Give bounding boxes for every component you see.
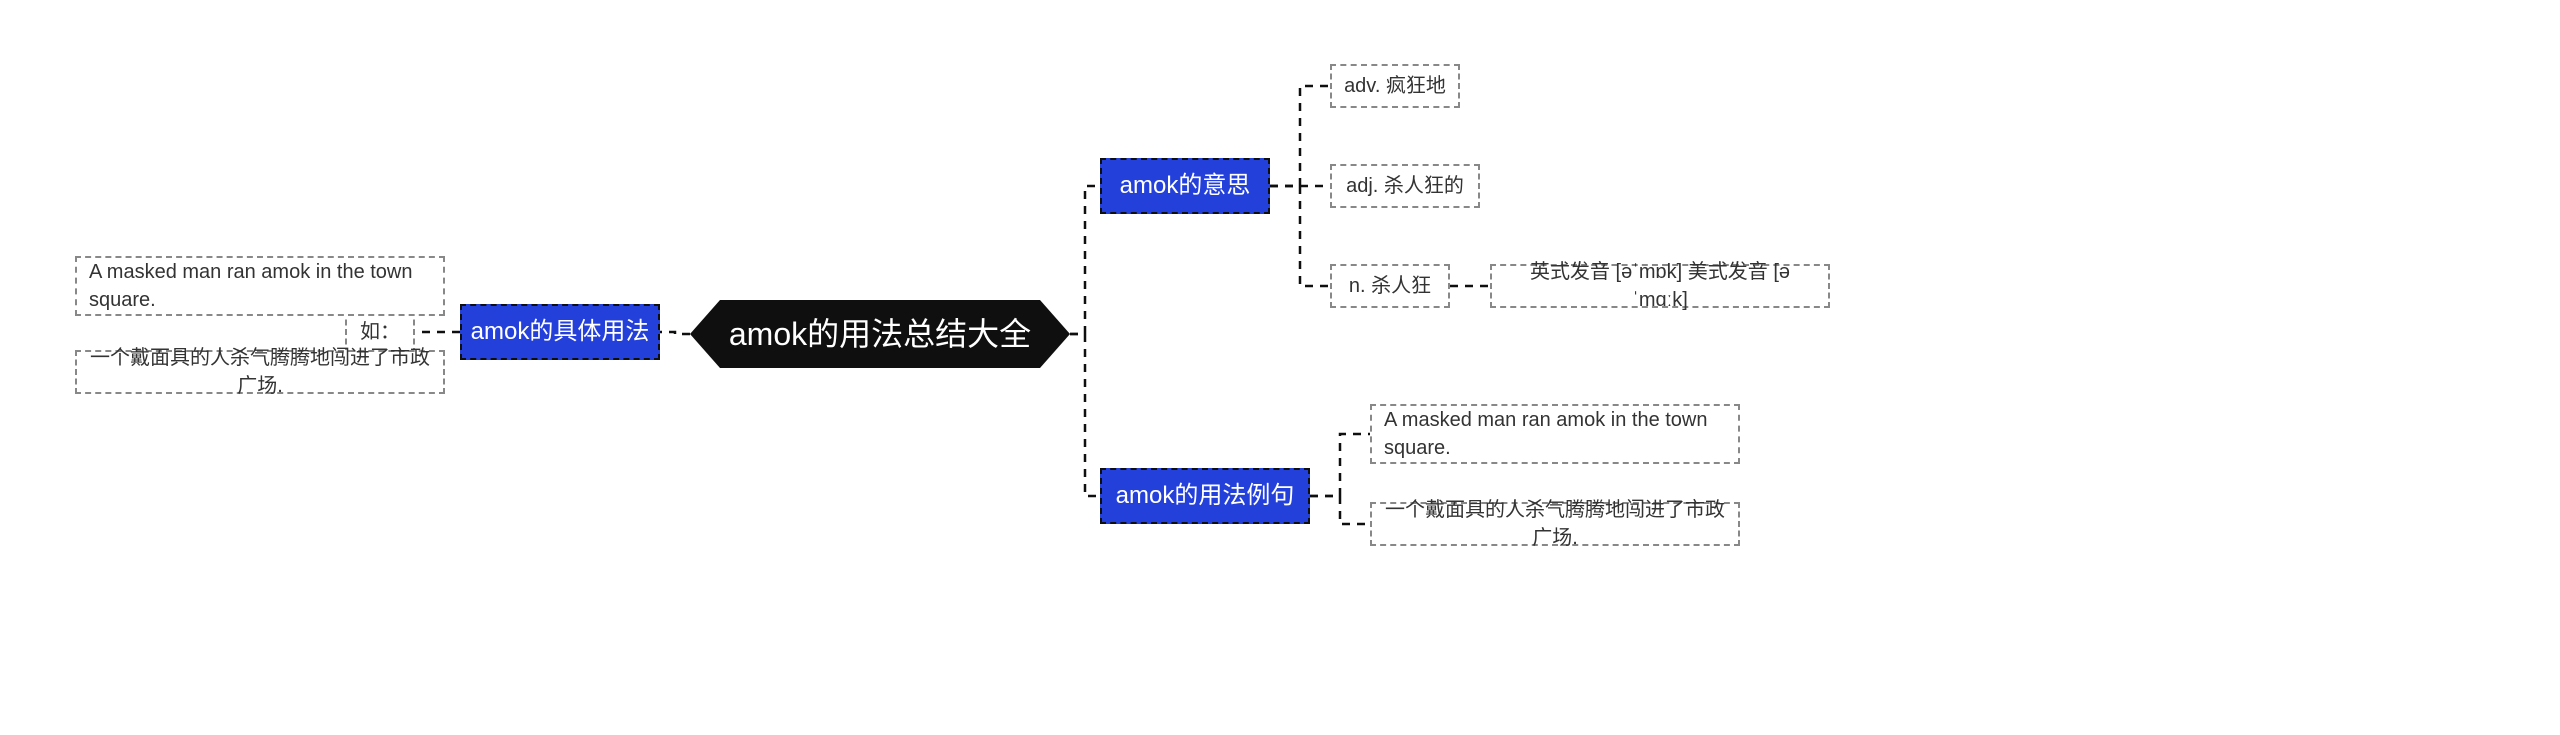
root-node: amok的用法总结大全	[690, 300, 1070, 368]
branch-examples: amok的用法例句	[1100, 468, 1310, 524]
branch-meaning: amok的意思	[1100, 158, 1270, 214]
leaf-meaning-n: n. 杀人狂	[1330, 264, 1450, 308]
branch-usage-concrete: amok的具体用法	[460, 304, 660, 360]
leaf-example-zh-left: 一个戴面具的人杀气腾腾地闯进了市政广场.	[75, 350, 445, 394]
mindmap-canvas: amok的用法总结大全 amok的具体用法 如： A masked man ra…	[0, 0, 2560, 735]
leaf-example-en-left: A masked man ran amok in the town square…	[75, 256, 445, 316]
leaf-example-en-right: A masked man ran amok in the town square…	[1370, 404, 1740, 464]
leaf-example-zh-right: 一个戴面具的人杀气腾腾地闯进了市政广场.	[1370, 502, 1740, 546]
leaf-meaning-adv: adv. 疯狂地	[1330, 64, 1460, 108]
leaf-meaning-adj: adj. 杀人狂的	[1330, 164, 1480, 208]
leaf-pronunciation: 英式发音 [əˈmɒk] 美式发音 [əˈmɑːk]	[1490, 264, 1830, 308]
